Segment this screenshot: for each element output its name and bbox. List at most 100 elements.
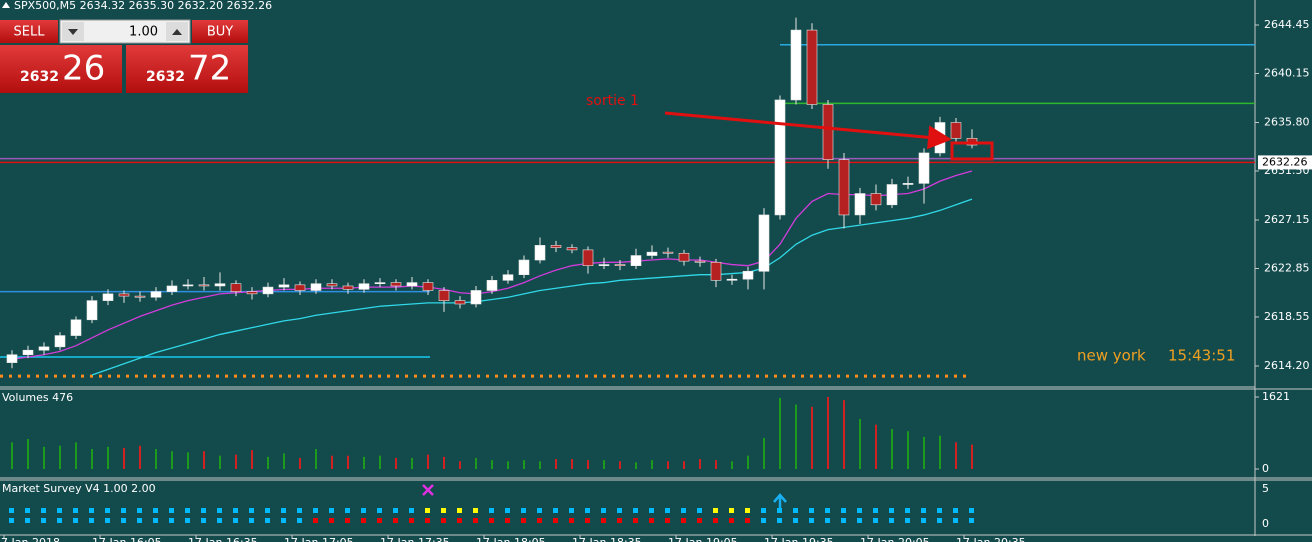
survey-dot bbox=[569, 518, 574, 523]
survey-dot bbox=[377, 518, 382, 523]
survey-dot bbox=[361, 508, 366, 513]
candle-body bbox=[134, 295, 146, 298]
survey-dot bbox=[937, 508, 942, 513]
candle-body bbox=[758, 214, 770, 272]
candle-body bbox=[422, 282, 434, 291]
survey-dot bbox=[745, 518, 750, 523]
survey-dot bbox=[105, 508, 110, 513]
y-tick-label: 2640.15 bbox=[1264, 66, 1310, 79]
survey-dot bbox=[345, 508, 350, 513]
survey-dot bbox=[841, 518, 846, 523]
volume-tick-label: 0 bbox=[1262, 462, 1269, 475]
survey-dot bbox=[505, 508, 510, 513]
survey-dot bbox=[313, 518, 318, 523]
candle-body bbox=[118, 293, 130, 297]
survey-dot bbox=[809, 508, 814, 513]
survey-dot bbox=[329, 518, 334, 523]
candle-body bbox=[790, 29, 802, 101]
survey-dot bbox=[393, 518, 398, 523]
survey-dot bbox=[681, 508, 686, 513]
survey-dot bbox=[185, 508, 190, 513]
survey-dot bbox=[665, 508, 670, 513]
survey-dot bbox=[25, 518, 30, 523]
survey-dot bbox=[761, 508, 766, 513]
survey-dot bbox=[425, 518, 430, 523]
survey-dot bbox=[681, 518, 686, 523]
candle-body bbox=[454, 300, 466, 305]
survey-cross bbox=[422, 484, 434, 496]
survey-dot bbox=[873, 518, 878, 523]
survey-dot bbox=[665, 518, 670, 523]
collapse-icon[interactable] bbox=[2, 2, 10, 8]
survey-dot bbox=[889, 508, 894, 513]
time-label: 17 Jan 19:35 bbox=[764, 536, 834, 542]
survey-dot bbox=[489, 508, 494, 513]
time-label: 17 Jan 19:05 bbox=[668, 536, 738, 542]
survey-dot bbox=[745, 508, 750, 513]
volume-title: Volumes 476 bbox=[2, 391, 73, 404]
survey-dot bbox=[137, 508, 142, 513]
survey-dot bbox=[233, 518, 238, 523]
y-tick-label: 2614.20 bbox=[1264, 359, 1310, 372]
buy-price-box[interactable] bbox=[126, 45, 248, 93]
survey-dot bbox=[297, 508, 302, 513]
moving-average bbox=[91, 198, 973, 376]
time-label: 17 Jan 2018 bbox=[0, 536, 60, 542]
time-label: 17 Jan 18:35 bbox=[572, 536, 642, 542]
survey-dot bbox=[265, 518, 270, 523]
candle-body bbox=[22, 349, 34, 356]
y-tick-label: 2644.45 bbox=[1264, 18, 1310, 31]
survey-dot bbox=[57, 508, 62, 513]
candle-body bbox=[294, 284, 306, 291]
survey-dot bbox=[57, 518, 62, 523]
candle-body bbox=[742, 271, 754, 280]
survey-dot bbox=[793, 508, 798, 513]
candle-body bbox=[38, 346, 50, 351]
survey-dot bbox=[201, 508, 206, 513]
survey-dot bbox=[169, 508, 174, 513]
time-label: 17 Jan 17:35 bbox=[380, 536, 450, 542]
survey-dot bbox=[793, 518, 798, 523]
sell-button[interactable] bbox=[0, 20, 58, 43]
buy-price-big: 2632 bbox=[146, 69, 185, 85]
survey-dot bbox=[825, 518, 830, 523]
survey-dot bbox=[473, 508, 478, 513]
survey-dot bbox=[537, 508, 542, 513]
survey-dot bbox=[89, 518, 94, 523]
survey-dot bbox=[121, 508, 126, 513]
candle-body bbox=[710, 261, 722, 281]
candle-body bbox=[150, 291, 162, 298]
survey-dot bbox=[617, 518, 622, 523]
candle-body bbox=[390, 282, 402, 287]
candle-body bbox=[502, 274, 514, 281]
y-tick-label: 2622.85 bbox=[1264, 261, 1310, 274]
sell-price-box[interactable] bbox=[0, 45, 122, 93]
candle-body bbox=[598, 264, 610, 266]
survey-dot bbox=[281, 518, 286, 523]
survey-dot bbox=[441, 518, 446, 523]
candle-body bbox=[6, 354, 18, 363]
candle-body bbox=[198, 284, 210, 287]
lot-box[interactable] bbox=[59, 19, 191, 44]
survey-dot bbox=[601, 518, 606, 523]
time-label: 17 Jan 20:05 bbox=[860, 536, 930, 542]
survey-title: Market Survey V4 1.00 2.00 bbox=[2, 482, 156, 495]
survey-dot bbox=[185, 518, 190, 523]
buy-button[interactable] bbox=[192, 20, 248, 43]
candle-body bbox=[822, 104, 834, 161]
survey-dot bbox=[969, 508, 974, 513]
y-tick-label: 2627.15 bbox=[1264, 213, 1310, 226]
y-tick-label: 2618.55 bbox=[1264, 310, 1310, 323]
survey-dot bbox=[281, 508, 286, 513]
survey-dot bbox=[777, 518, 782, 523]
survey-dot bbox=[105, 518, 110, 523]
candle-body bbox=[438, 290, 450, 301]
survey-dot bbox=[777, 508, 782, 513]
survey-dot bbox=[9, 518, 14, 523]
survey-dot bbox=[953, 518, 958, 523]
clock-label: new york bbox=[1077, 347, 1146, 365]
survey-dot bbox=[169, 518, 174, 523]
sell-price-big: 2632 bbox=[20, 69, 59, 85]
candle-body bbox=[950, 122, 962, 139]
survey-dot bbox=[121, 518, 126, 523]
